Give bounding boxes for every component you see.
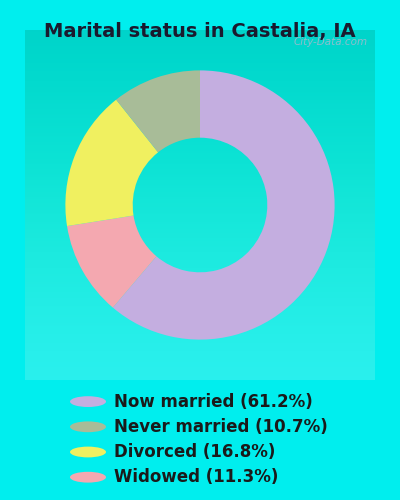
Wedge shape xyxy=(113,70,335,340)
Text: City-Data.com: City-Data.com xyxy=(294,37,368,47)
Circle shape xyxy=(70,396,106,407)
Wedge shape xyxy=(116,70,200,152)
Circle shape xyxy=(70,472,106,482)
Text: Widowed (11.3%): Widowed (11.3%) xyxy=(114,468,278,486)
Wedge shape xyxy=(67,216,156,308)
Circle shape xyxy=(70,446,106,458)
Circle shape xyxy=(70,422,106,432)
Text: Never married (10.7%): Never married (10.7%) xyxy=(114,418,328,436)
Text: Marital status in Castalia, IA: Marital status in Castalia, IA xyxy=(44,22,356,42)
Wedge shape xyxy=(65,100,158,226)
Text: Divorced (16.8%): Divorced (16.8%) xyxy=(114,443,275,461)
Text: Now married (61.2%): Now married (61.2%) xyxy=(114,392,313,410)
